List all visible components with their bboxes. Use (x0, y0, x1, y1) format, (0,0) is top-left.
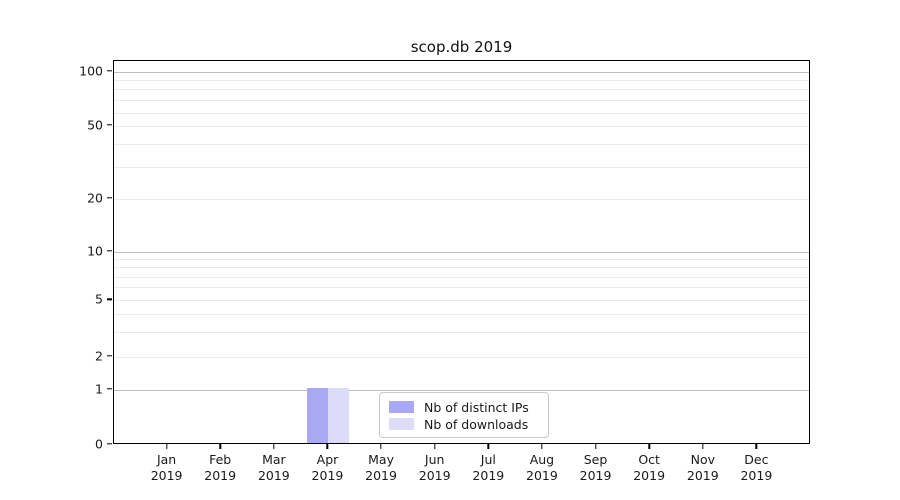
minor-gridline (114, 80, 809, 82)
legend: Nb of distinct IPs Nb of downloads (379, 392, 549, 438)
x-tick-mark (755, 444, 758, 449)
x-tick-year: 2019 (257, 468, 290, 484)
y-tick-label: 50 (87, 117, 103, 133)
y-tick-label: 0 (95, 436, 103, 452)
y-tick-label: 1 (95, 381, 103, 396)
x-tick-month: Jun (424, 452, 445, 467)
x-tick-mark (702, 444, 704, 449)
minor-gridline (114, 276, 809, 278)
x-tick-year: 2019 (472, 468, 505, 484)
major-gridline (114, 389, 809, 391)
y-tick-label: 5 (95, 291, 103, 307)
x-tick-month: Feb (209, 452, 232, 467)
legend-item: Nb of downloads (389, 416, 540, 432)
x-tick-year: 2019 (365, 468, 397, 484)
x-tick-month: Aug (529, 452, 555, 467)
bar-nb-of-distinct-ips (307, 387, 329, 443)
x-tick-mark (165, 444, 168, 449)
minor-gridline (114, 112, 809, 114)
x-tick-month: Mar (262, 452, 286, 467)
bar-nb-of-downloads (328, 387, 350, 443)
y-tick-mark (107, 249, 112, 252)
x-tick-label-oct: Oct 2019 (619, 452, 679, 485)
x-tick-label-sep: Sep 2019 (566, 452, 626, 485)
x-tick-label-jul: Jul 2019 (458, 452, 518, 485)
minor-gridline (114, 267, 809, 269)
y-tick-mark (107, 298, 112, 300)
y-tick-label: 100 (79, 63, 103, 79)
y-tick-mark (107, 443, 112, 445)
minor-gridline (114, 300, 809, 302)
x-tick-mark (326, 444, 329, 449)
minor-gridline (114, 287, 809, 289)
y-tick-label: 10 (87, 243, 103, 259)
x-tick-year: 2019 (150, 468, 183, 484)
minor-gridline (114, 356, 809, 358)
x-tick-year: 2019 (579, 468, 612, 484)
x-tick-month: May (368, 452, 394, 467)
legend-swatch (389, 401, 414, 413)
x-tick-year: 2019 (311, 468, 344, 484)
x-tick-mark (541, 444, 543, 449)
x-tick-label-apr: Apr 2019 (297, 452, 357, 485)
x-tick-mark (433, 444, 436, 449)
legend-swatch (389, 418, 414, 430)
legend-item: Nb of distinct IPs (389, 399, 540, 415)
x-tick-label-dec: Dec 2019 (726, 452, 786, 485)
x-tick-label-may: May 2019 (351, 452, 411, 485)
x-tick-month: Oct (638, 452, 660, 467)
x-tick-month: Sep (583, 452, 608, 467)
x-tick-year: 2019 (740, 468, 773, 484)
minor-gridline (114, 126, 809, 127)
x-tick-year: 2019 (686, 468, 719, 484)
plot-area: Nb of distinct IPs Nb of downloads (113, 60, 810, 444)
x-tick-month: Nov (690, 452, 715, 467)
x-tick-month: Jan (156, 452, 177, 467)
minor-gridline (114, 166, 809, 168)
y-tick-mark (107, 387, 112, 390)
x-tick-year: 2019 (418, 468, 451, 484)
legend-label: Nb of downloads (424, 416, 529, 432)
minor-gridline (114, 198, 809, 200)
x-tick-mark (380, 444, 382, 449)
y-tick-mark (107, 355, 112, 357)
x-tick-mark (594, 444, 597, 449)
x-tick-mark (273, 444, 275, 449)
y-tick-label: 2 (95, 348, 103, 364)
x-tick-month: Jul (480, 452, 496, 467)
x-tick-label-feb: Feb 2019 (190, 452, 250, 485)
major-gridline (114, 251, 809, 253)
x-tick-label-mar: Mar 2019 (244, 452, 304, 485)
y-tick-label: 20 (87, 190, 103, 206)
y-tick-mark (107, 124, 112, 126)
x-tick-label-jan: Jan 2019 (137, 452, 197, 485)
minor-gridline (114, 89, 809, 91)
major-gridline (114, 71, 809, 73)
x-tick-mark (648, 444, 650, 449)
minor-gridline (114, 143, 809, 145)
x-tick-year: 2019 (633, 468, 666, 484)
x-tick-year: 2019 (526, 468, 558, 484)
x-tick-mark (487, 444, 490, 449)
minor-gridline (114, 314, 809, 316)
x-tick-mark (219, 444, 221, 449)
y-tick-mark (107, 196, 112, 199)
x-tick-label-aug: Aug 2019 (512, 452, 572, 485)
x-tick-label-nov: Nov 2019 (673, 452, 733, 485)
minor-gridline (114, 99, 809, 101)
chart-title: scop.db 2019 (410, 38, 513, 56)
x-tick-year: 2019 (204, 468, 237, 484)
minor-gridline (114, 259, 809, 261)
x-tick-month: Dec (744, 452, 769, 467)
legend-label: Nb of distinct IPs (424, 399, 529, 415)
x-tick-label-jun: Jun 2019 (405, 452, 465, 485)
minor-gridline (114, 331, 809, 333)
x-tick-month: Apr (316, 452, 339, 467)
y-tick-mark (107, 70, 112, 72)
